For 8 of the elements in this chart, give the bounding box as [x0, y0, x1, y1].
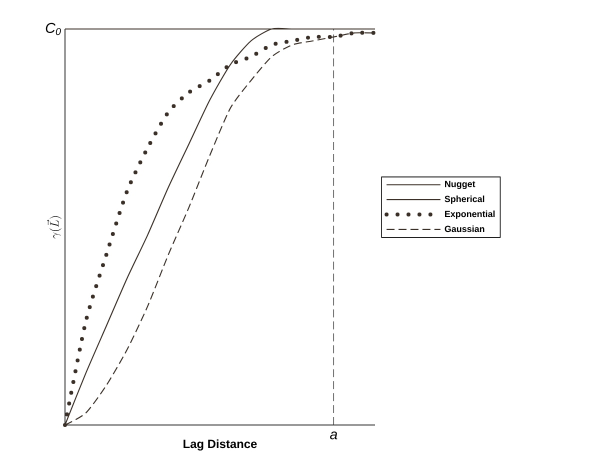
- x-axis-title: Lag Distance: [184, 439, 257, 451]
- text: Exponential: [445, 210, 495, 219]
- y-axis-title: $\gamma(\vec{L})$: [46, 216, 62, 239]
- text: Gaussian: [444, 225, 484, 232]
- text: Spherical: [444, 196, 484, 204]
- text: C$_{0}$: [46, 22, 61, 36]
- text: Nugget: [445, 180, 476, 189]
- text: a: [330, 432, 338, 440]
